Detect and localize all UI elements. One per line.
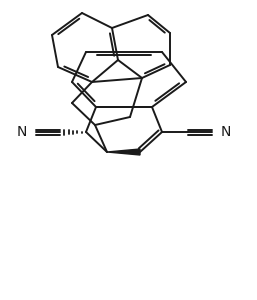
Polygon shape (107, 149, 140, 155)
Text: N: N (221, 125, 231, 139)
Text: N: N (17, 125, 27, 139)
